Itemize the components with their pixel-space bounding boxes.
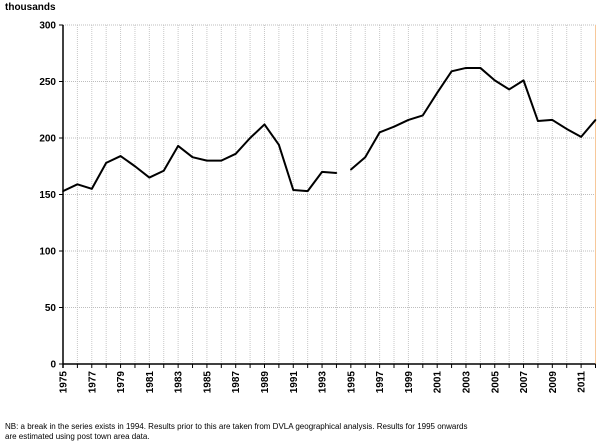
- data-point: [580, 136, 582, 138]
- footnote-line: are estimated using post town area data.: [5, 432, 150, 441]
- data-point: [493, 79, 496, 82]
- data-point: [148, 176, 151, 179]
- y-tick-label: 100: [39, 247, 56, 258]
- x-tick-label: 1997: [375, 371, 386, 394]
- x-tick-label: 1995: [346, 371, 357, 394]
- data-point: [119, 155, 122, 157]
- data-point: [292, 189, 295, 191]
- x-tick-label: 1999: [404, 371, 415, 394]
- data-point: [551, 119, 554, 121]
- data-point: [421, 114, 424, 117]
- data-point: [249, 137, 251, 139]
- data-point: [105, 162, 107, 164]
- x-tick-label: 1981: [145, 371, 156, 394]
- y-tick-label: 150: [39, 190, 56, 201]
- x-tick-label: 1975: [59, 371, 70, 394]
- y-tick-label: 0: [50, 360, 56, 371]
- line-chart: 0 50 100 150 200 250 300 1975 1977 1979 1981 1983 19…: [39, 21, 597, 394]
- data-point: [537, 120, 539, 122]
- footnote-line: NB: a break in the series exists in 1994…: [5, 422, 468, 431]
- data-point: [234, 153, 237, 155]
- data-point: [134, 165, 136, 168]
- data-point: [350, 168, 352, 171]
- series-line: [62, 123, 337, 193]
- data-point: [62, 190, 64, 192]
- data-point: [177, 145, 179, 147]
- data-point: [450, 70, 453, 73]
- y-tick-label: 300: [39, 21, 56, 32]
- data-point: [508, 88, 510, 91]
- x-tick-label: 1989: [260, 371, 271, 394]
- data-point: [407, 119, 410, 121]
- data-point: [162, 169, 165, 172]
- data-point: [364, 156, 367, 159]
- x-tick-label: 1991: [289, 371, 300, 394]
- data-point: [206, 159, 208, 162]
- data-point: [191, 156, 194, 159]
- data-point: [378, 131, 381, 134]
- x-tick-label: 1985: [202, 371, 213, 394]
- y-tick-label: 250: [39, 77, 56, 88]
- x-tick-label: 1983: [174, 371, 185, 394]
- data-point: [436, 92, 438, 94]
- x-tick-label: 1977: [87, 371, 98, 394]
- data-point: [565, 128, 568, 130]
- y-axis-unit-label: thousands: [5, 2, 56, 13]
- series-line: [350, 66, 597, 171]
- x-tick-label: 1979: [116, 371, 127, 394]
- data-point: [393, 125, 395, 128]
- footnote: NB: a break in the series exists in 1994…: [5, 422, 467, 442]
- x-tick-label: 2005: [490, 371, 501, 394]
- x-tick-label: 1993: [318, 371, 329, 394]
- data-point: [321, 171, 323, 173]
- data-point: [479, 67, 482, 69]
- data-point: [335, 172, 338, 174]
- data-point: [76, 183, 79, 186]
- data-point: [594, 119, 597, 121]
- x-tick-label: 1987: [231, 371, 242, 394]
- y-tick-label: 50: [45, 303, 57, 314]
- data-point: [220, 159, 223, 162]
- y-tick-label: 200: [39, 134, 56, 145]
- data-point: [263, 123, 266, 126]
- x-tick-label: 2011: [577, 371, 588, 393]
- x-tick-label: 2003: [461, 371, 472, 394]
- data-point: [306, 190, 309, 192]
- x-tick-label: 2007: [519, 371, 530, 394]
- data-point: [278, 143, 280, 146]
- data-point: [90, 188, 93, 190]
- x-tick-label: 2009: [548, 371, 559, 394]
- data-point: [522, 79, 525, 82]
- data-point: [465, 67, 467, 69]
- x-tick-label: 2001: [433, 371, 444, 394]
